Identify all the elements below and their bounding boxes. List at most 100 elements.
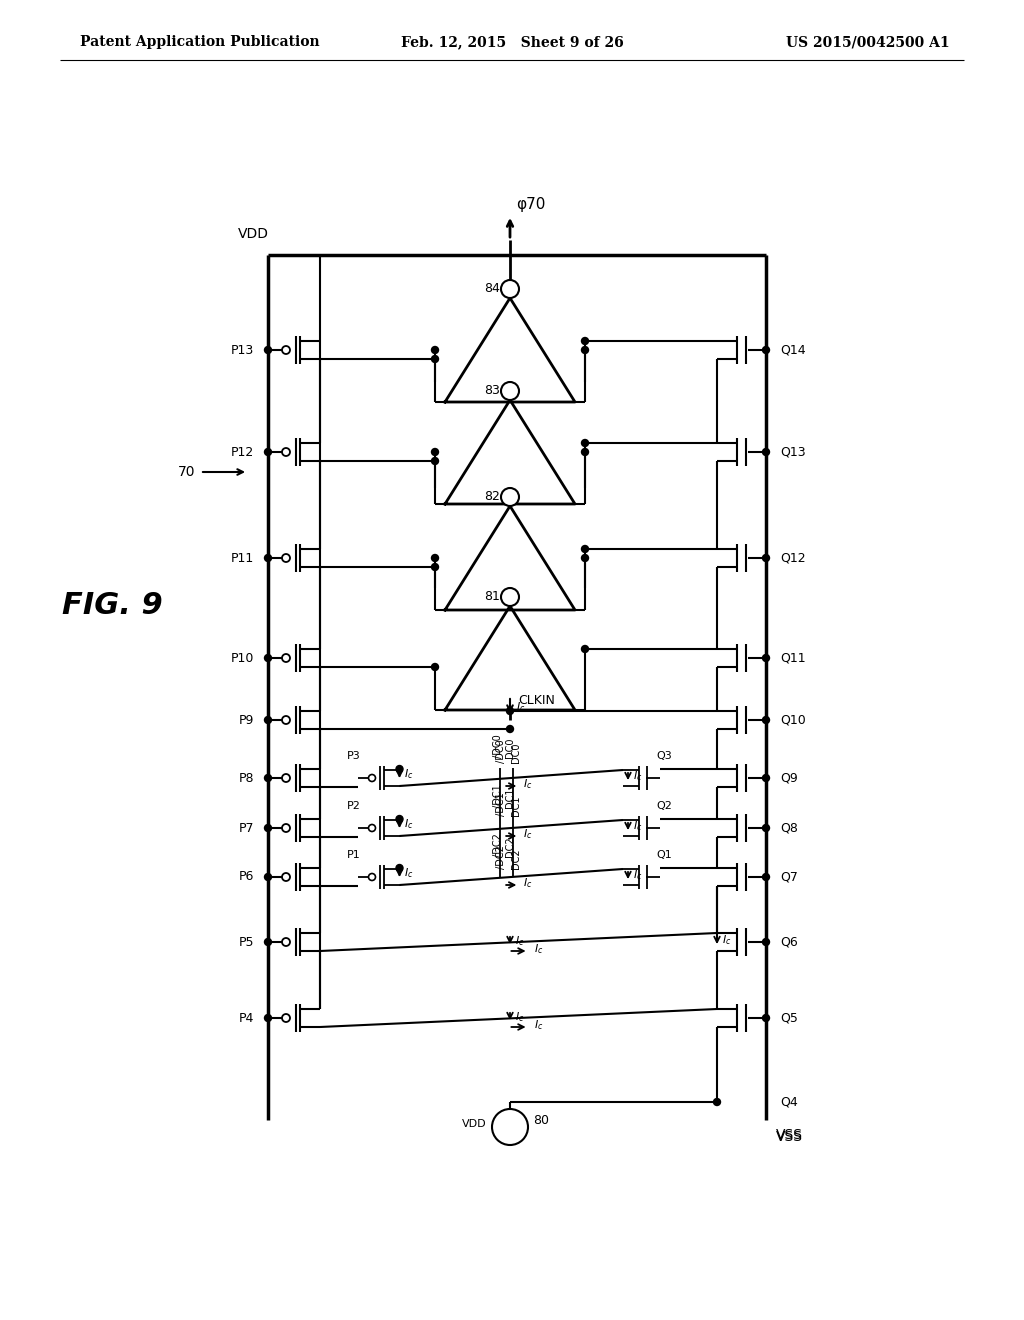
Circle shape	[282, 873, 290, 880]
Circle shape	[282, 774, 290, 781]
Circle shape	[492, 1109, 528, 1144]
Text: Q1: Q1	[656, 850, 672, 861]
Text: 80: 80	[534, 1114, 549, 1127]
Text: Feb. 12, 2015   Sheet 9 of 26: Feb. 12, 2015 Sheet 9 of 26	[400, 36, 624, 49]
Text: P11: P11	[230, 552, 254, 565]
Circle shape	[582, 545, 589, 553]
Text: P9: P9	[239, 714, 254, 726]
Text: /DC0: /DC0	[493, 734, 503, 758]
Text: $I_c$: $I_c$	[722, 933, 731, 946]
Circle shape	[431, 355, 438, 363]
Text: Q3: Q3	[656, 751, 672, 762]
Text: $I_c$: $I_c$	[404, 866, 414, 880]
Text: Q14: Q14	[780, 343, 806, 356]
Text: Q13: Q13	[780, 446, 806, 458]
Circle shape	[582, 554, 589, 561]
Text: 81: 81	[484, 590, 500, 603]
Text: $I_c$: $I_c$	[534, 942, 543, 956]
Circle shape	[264, 449, 271, 455]
Text: Q9: Q9	[780, 771, 798, 784]
Text: VDD: VDD	[238, 227, 268, 242]
Circle shape	[396, 766, 403, 772]
Text: $I_c$: $I_c$	[523, 828, 532, 841]
Circle shape	[431, 664, 438, 671]
Circle shape	[763, 874, 769, 880]
Circle shape	[501, 587, 519, 606]
Circle shape	[264, 939, 271, 945]
Text: P4: P4	[239, 1011, 254, 1024]
Text: $I_c$: $I_c$	[404, 767, 414, 781]
Circle shape	[264, 874, 271, 880]
Circle shape	[282, 653, 290, 663]
Text: φ70: φ70	[516, 197, 546, 213]
Circle shape	[264, 554, 271, 561]
Text: P7: P7	[239, 821, 254, 834]
Text: /DC1: /DC1	[496, 792, 506, 816]
Circle shape	[264, 346, 271, 354]
Circle shape	[264, 775, 271, 781]
Circle shape	[507, 708, 513, 714]
Text: DC0: DC0	[511, 742, 521, 763]
Circle shape	[431, 554, 438, 561]
Text: 82: 82	[484, 491, 500, 503]
Text: $I_c$: $I_c$	[515, 935, 524, 948]
Text: DC0: DC0	[505, 738, 515, 758]
Text: P5: P5	[239, 936, 254, 949]
Circle shape	[763, 655, 769, 661]
Text: DC1: DC1	[511, 796, 521, 816]
Text: Q6: Q6	[780, 936, 798, 949]
Text: DC2: DC2	[511, 849, 521, 869]
Text: FIG. 9: FIG. 9	[61, 590, 163, 619]
Circle shape	[264, 1015, 271, 1022]
Circle shape	[396, 865, 403, 871]
Circle shape	[763, 449, 769, 455]
Circle shape	[431, 458, 438, 465]
Circle shape	[282, 824, 290, 832]
Circle shape	[763, 717, 769, 723]
Text: /DC2: /DC2	[496, 845, 506, 869]
Text: VSS: VSS	[776, 1129, 803, 1142]
Circle shape	[431, 449, 438, 455]
Circle shape	[714, 1098, 721, 1106]
Circle shape	[431, 346, 438, 354]
Text: Q4: Q4	[780, 1096, 798, 1109]
Circle shape	[282, 939, 290, 946]
Circle shape	[501, 280, 519, 298]
Circle shape	[282, 346, 290, 354]
Text: P10: P10	[230, 652, 254, 664]
Text: $I_c$: $I_c$	[523, 777, 532, 791]
Circle shape	[501, 488, 519, 506]
Circle shape	[763, 346, 769, 354]
Text: VDD: VDD	[463, 1119, 487, 1129]
Circle shape	[582, 449, 589, 455]
Circle shape	[369, 775, 376, 781]
Circle shape	[582, 440, 589, 446]
Circle shape	[507, 726, 513, 733]
Text: $I_c$: $I_c$	[523, 876, 532, 890]
Text: P8: P8	[239, 771, 254, 784]
Text: $I_c$: $I_c$	[633, 820, 642, 833]
Circle shape	[264, 717, 271, 723]
Text: Patent Application Publication: Patent Application Publication	[80, 36, 319, 49]
Text: P1: P1	[347, 850, 360, 861]
Text: $I_c$: $I_c$	[633, 869, 642, 882]
Circle shape	[582, 338, 589, 345]
Text: $I_c$: $I_c$	[404, 817, 414, 830]
Circle shape	[264, 825, 271, 832]
Text: Q7: Q7	[780, 870, 798, 883]
Text: $I_c$: $I_c$	[633, 770, 642, 783]
Text: /DC0: /DC0	[496, 739, 506, 763]
Text: $I_c$: $I_c$	[515, 1122, 524, 1137]
Text: Q11: Q11	[780, 652, 806, 664]
Text: Q5: Q5	[780, 1011, 798, 1024]
Text: P3: P3	[347, 751, 360, 762]
Text: 84: 84	[484, 282, 500, 296]
Circle shape	[501, 381, 519, 400]
Circle shape	[763, 1015, 769, 1022]
Text: Q8: Q8	[780, 821, 798, 834]
Circle shape	[763, 939, 769, 945]
Circle shape	[282, 554, 290, 562]
Circle shape	[763, 554, 769, 561]
Text: DC2: DC2	[505, 837, 515, 857]
Text: P6: P6	[239, 870, 254, 883]
